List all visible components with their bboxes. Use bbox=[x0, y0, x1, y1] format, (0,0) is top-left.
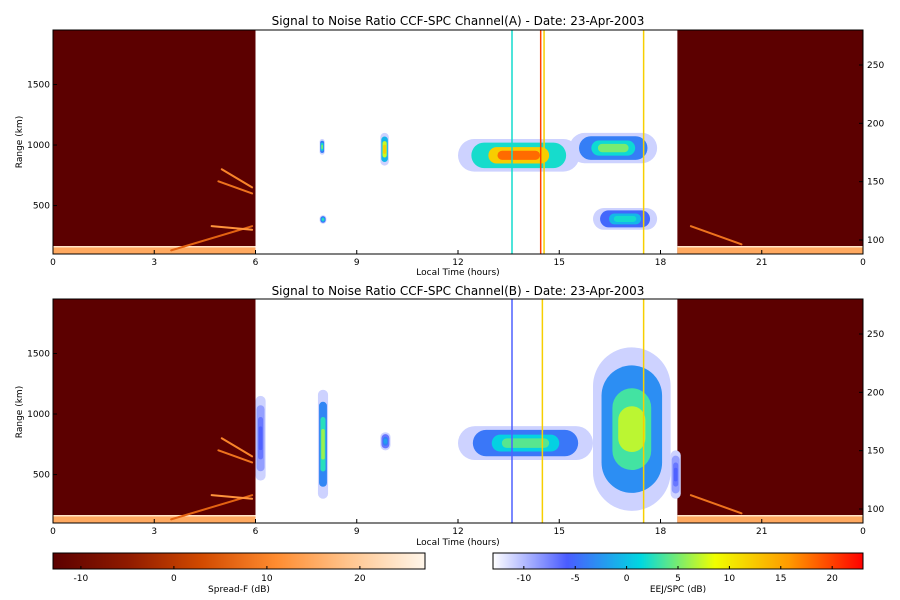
eej-echo-patch bbox=[670, 450, 681, 499]
y-axis-label: Range (km) bbox=[15, 116, 25, 168]
panel-title: Signal to Noise Ratio CCF-SPC Channel(A)… bbox=[272, 14, 645, 28]
x-axis-label: Local Time (hours) bbox=[416, 538, 499, 548]
x-tick-label: 18 bbox=[655, 527, 667, 537]
spread-f-region bbox=[677, 30, 863, 254]
colorbar-tick-label: 0 bbox=[624, 574, 630, 584]
eej-echo-layer bbox=[501, 438, 550, 448]
spread-f-region bbox=[53, 30, 256, 254]
ground-echo-band bbox=[677, 515, 863, 523]
colorbar-tick-label: -10 bbox=[516, 574, 531, 584]
spread-f-echo bbox=[689, 225, 743, 246]
colorbar-spread-f: -10 0 10 20 Spread-F (dB) bbox=[52, 552, 426, 595]
y2-tick-label: 100 bbox=[867, 236, 884, 246]
panel-title: Signal to Noise Ratio CCF-SPC Channel(B)… bbox=[272, 284, 645, 298]
x-tick-label: 6 bbox=[253, 527, 259, 537]
colorbar-tick-label: 15 bbox=[775, 574, 786, 584]
eej-echo-patch bbox=[319, 138, 325, 155]
eej-echo-layer bbox=[618, 406, 646, 453]
spread-f-echo bbox=[689, 494, 743, 515]
spread-f-region bbox=[677, 299, 863, 523]
plot-area: 0 3 6 9 12 15 18 21 0 500 1000 1500 100 150 200 250 bbox=[27, 298, 884, 537]
eej-echo-patch bbox=[319, 215, 327, 224]
x-tick-label: 3 bbox=[151, 527, 157, 537]
y2-tick-label: 200 bbox=[867, 119, 884, 129]
x-tick-label: 15 bbox=[554, 527, 565, 537]
x-tick-label: 9 bbox=[354, 527, 360, 537]
spread-f-echo bbox=[170, 494, 254, 521]
y-tick-label: 1000 bbox=[27, 141, 50, 151]
colorbar-tick-label: 5 bbox=[675, 574, 681, 584]
eej-echo-patch bbox=[255, 395, 266, 481]
x-tick-label: 15 bbox=[554, 258, 565, 268]
eej-echo-patch bbox=[458, 138, 580, 172]
panel-channel-a: Signal to Noise Ratio CCF-SPC Channel(A)… bbox=[15, 14, 884, 278]
y-tick-label: 500 bbox=[33, 471, 50, 481]
eej-echo-layer bbox=[613, 215, 637, 222]
y2-tick-label: 150 bbox=[867, 178, 884, 188]
x-tick-label: 0 bbox=[50, 527, 56, 537]
eej-echo-patch bbox=[317, 389, 329, 499]
eej-echo-layer bbox=[321, 144, 324, 150]
x-tick-label: 9 bbox=[354, 258, 360, 268]
colorbar-tick-label: -5 bbox=[571, 574, 580, 584]
spread-f-region bbox=[53, 299, 256, 523]
eej-echo-layer bbox=[597, 143, 629, 153]
y2-tick-label: 200 bbox=[867, 388, 884, 398]
x-tick-label: 3 bbox=[151, 258, 157, 268]
colorbar-tick-label: 10 bbox=[261, 574, 273, 584]
x-tick-label: 12 bbox=[452, 258, 463, 268]
spread-f-echo bbox=[210, 494, 254, 500]
x-axis-label: Local Time (hours) bbox=[416, 268, 499, 278]
eej-echo-layer bbox=[258, 426, 263, 451]
x-tick-label: 0 bbox=[860, 258, 866, 268]
eej-echo-layer bbox=[383, 438, 388, 444]
plot-area: 0 3 6 9 12 15 18 21 0 500 1000 1500 100 150 200 250 bbox=[27, 29, 884, 268]
colorbar-tick-label: 20 bbox=[826, 574, 838, 584]
y2-tick-label: 150 bbox=[867, 447, 884, 457]
eej-echo-patch bbox=[380, 132, 389, 166]
y2-tick-label: 250 bbox=[867, 61, 884, 71]
eej-echo-layer bbox=[673, 467, 678, 482]
y-tick-label: 500 bbox=[33, 202, 50, 212]
y2-tick-label: 100 bbox=[867, 505, 884, 515]
x-tick-label: 18 bbox=[655, 258, 667, 268]
spread-f-echo bbox=[210, 225, 254, 231]
spread-f-echo bbox=[217, 449, 254, 464]
colorbar-tick-label: 20 bbox=[354, 574, 366, 584]
eej-echo-layer bbox=[497, 150, 541, 160]
y-tick-label: 1500 bbox=[27, 349, 50, 359]
x-tick-label: 0 bbox=[50, 258, 56, 268]
x-tick-label: 21 bbox=[756, 527, 767, 537]
ground-echo-band bbox=[677, 246, 863, 254]
y-axis-label: Range (km) bbox=[15, 386, 25, 438]
y2-tick-label: 250 bbox=[867, 330, 884, 340]
y-tick-label: 1000 bbox=[27, 410, 50, 420]
eej-echo-patch bbox=[569, 132, 658, 164]
y-tick-label: 1500 bbox=[27, 80, 50, 90]
panel-channel-b: Signal to Noise Ratio CCF-SPC Channel(B)… bbox=[15, 284, 884, 548]
colorbar-eej-spc: -10 -5 0 5 10 15 20 EEJ/SPC (dB) bbox=[492, 552, 864, 595]
eej-echo-patch bbox=[458, 426, 593, 461]
spread-f-echo bbox=[220, 168, 254, 189]
colorbar-swatch bbox=[52, 552, 426, 570]
eej-echo-patch bbox=[380, 432, 391, 451]
eej-echo-patch bbox=[593, 207, 658, 230]
colorbar-tick-label: 0 bbox=[171, 574, 177, 584]
spread-f-echo bbox=[170, 225, 254, 252]
x-tick-label: 0 bbox=[860, 527, 866, 537]
x-tick-label: 6 bbox=[253, 258, 259, 268]
x-tick-label: 12 bbox=[452, 527, 463, 537]
eej-echo-layer bbox=[321, 429, 325, 460]
spread-f-echo bbox=[217, 180, 254, 195]
spread-f-echo bbox=[220, 437, 254, 458]
colorbar-tick-label: -10 bbox=[74, 574, 89, 584]
colorbar-label: Spread-F (dB) bbox=[208, 585, 270, 595]
eej-echo-patch bbox=[593, 347, 671, 511]
eej-echo-layer bbox=[321, 218, 325, 221]
eej-echo-layer bbox=[383, 144, 387, 154]
x-tick-label: 21 bbox=[756, 258, 767, 268]
colorbar-tick-label: 10 bbox=[724, 574, 736, 584]
colorbar-label: EEJ/SPC (dB) bbox=[650, 585, 706, 595]
